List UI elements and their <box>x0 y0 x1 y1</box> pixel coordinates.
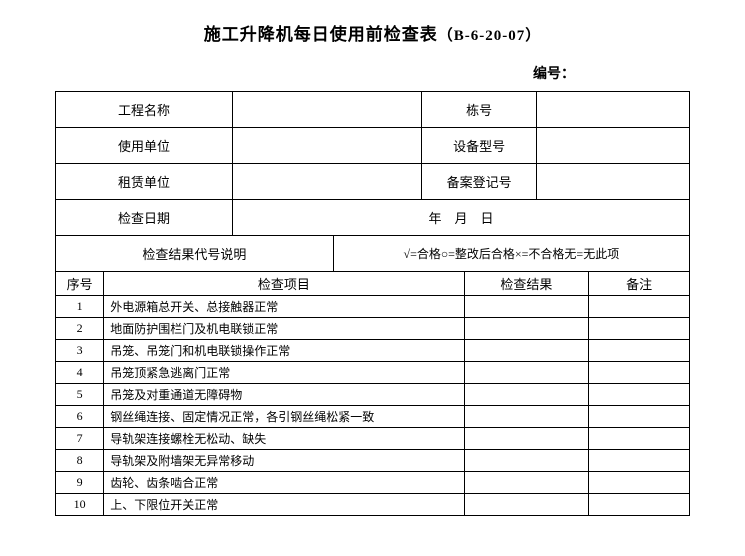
item-remark <box>589 406 690 428</box>
project-name-label: 工程名称 <box>56 92 233 128</box>
lease-unit-value <box>233 164 422 200</box>
table-row: 9齿轮、齿条啮合正常 <box>56 472 690 494</box>
building-no-label: 栋号 <box>422 92 537 128</box>
lease-unit-label: 租赁单位 <box>56 164 233 200</box>
item-no: 5 <box>56 384 104 406</box>
table-row: 检查结果代号说明 √=合格○=整改后合格×=不合格无=无此项 <box>56 236 690 272</box>
item-result <box>464 472 589 494</box>
check-date-label: 检查日期 <box>56 200 233 236</box>
col-seq: 序号 <box>56 272 104 296</box>
item-name: 导轨架及附墙架无异常移动 <box>104 450 464 472</box>
item-result <box>464 318 589 340</box>
table-row: 序号 检查项目 检查结果 备注 <box>56 272 690 296</box>
table-row: 检查日期 年 月 日 <box>56 200 690 236</box>
legend-label: 检查结果代号说明 <box>56 236 334 272</box>
item-result <box>464 296 589 318</box>
legend-text: √=合格○=整改后合格×=不合格无=无此项 <box>333 236 689 272</box>
item-remark <box>589 450 690 472</box>
table-row: 1外电源箱总开关、总接触器正常 <box>56 296 690 318</box>
table-row: 使用单位 设备型号 <box>56 128 690 164</box>
item-result <box>464 428 589 450</box>
col-remark: 备注 <box>589 272 690 296</box>
item-result <box>464 384 589 406</box>
item-no: 10 <box>56 494 104 516</box>
item-remark <box>589 472 690 494</box>
inspection-table: 工程名称 栋号 使用单位 设备型号 租赁单位 备案登记号 检查日期 年 月 日 … <box>55 91 690 516</box>
item-remark <box>589 362 690 384</box>
item-name: 吊笼及对重通道无障碍物 <box>104 384 464 406</box>
col-item: 检查项目 <box>104 272 464 296</box>
record-no-value <box>537 164 690 200</box>
device-model-label: 设备型号 <box>422 128 537 164</box>
item-name: 地面防护围栏门及机电联锁正常 <box>104 318 464 340</box>
item-result <box>464 362 589 384</box>
item-name: 钢丝绳连接、固定情况正常，各引钢丝绳松紧一致 <box>104 406 464 428</box>
user-unit-label: 使用单位 <box>56 128 233 164</box>
table-row: 6钢丝绳连接、固定情况正常，各引钢丝绳松紧一致 <box>56 406 690 428</box>
record-no-label: 备案登记号 <box>422 164 537 200</box>
device-model-value <box>537 128 690 164</box>
title-code: （B-6-20-07） <box>438 28 542 44</box>
item-no: 7 <box>56 428 104 450</box>
project-name-value <box>233 92 422 128</box>
item-name: 导轨架连接螺栓无松动、缺失 <box>104 428 464 450</box>
item-name: 外电源箱总开关、总接触器正常 <box>104 296 464 318</box>
table-row: 4吊笼顶紧急逃离门正常 <box>56 362 690 384</box>
item-remark <box>589 494 690 516</box>
doc-number-label: 编号： <box>55 63 690 83</box>
table-row: 5吊笼及对重通道无障碍物 <box>56 384 690 406</box>
item-remark <box>589 428 690 450</box>
item-result <box>464 494 589 516</box>
item-remark <box>589 384 690 406</box>
table-row: 2地面防护围栏门及机电联锁正常 <box>56 318 690 340</box>
table-row: 8导轨架及附墙架无异常移动 <box>56 450 690 472</box>
item-remark <box>589 296 690 318</box>
item-remark <box>589 318 690 340</box>
item-no: 3 <box>56 340 104 362</box>
item-no: 4 <box>56 362 104 384</box>
table-row: 7导轨架连接螺栓无松动、缺失 <box>56 428 690 450</box>
page-title: 施工升降机每日使用前检查表（B-6-20-07） <box>55 20 690 45</box>
item-remark <box>589 340 690 362</box>
building-no-value <box>537 92 690 128</box>
item-no: 6 <box>56 406 104 428</box>
item-no: 1 <box>56 296 104 318</box>
item-result <box>464 406 589 428</box>
check-date-value: 年 月 日 <box>233 200 690 236</box>
title-main: 施工升降机每日使用前检查表 <box>204 25 438 44</box>
item-name: 吊笼顶紧急逃离门正常 <box>104 362 464 384</box>
item-name: 齿轮、齿条啮合正常 <box>104 472 464 494</box>
item-name: 吊笼、吊笼门和机电联锁操作正常 <box>104 340 464 362</box>
table-row: 10上、下限位开关正常 <box>56 494 690 516</box>
item-name: 上、下限位开关正常 <box>104 494 464 516</box>
col-result: 检查结果 <box>464 272 589 296</box>
table-row: 租赁单位 备案登记号 <box>56 164 690 200</box>
item-no: 9 <box>56 472 104 494</box>
item-no: 2 <box>56 318 104 340</box>
user-unit-value <box>233 128 422 164</box>
table-row: 工程名称 栋号 <box>56 92 690 128</box>
table-row: 3吊笼、吊笼门和机电联锁操作正常 <box>56 340 690 362</box>
item-result <box>464 340 589 362</box>
item-no: 8 <box>56 450 104 472</box>
item-result <box>464 450 589 472</box>
